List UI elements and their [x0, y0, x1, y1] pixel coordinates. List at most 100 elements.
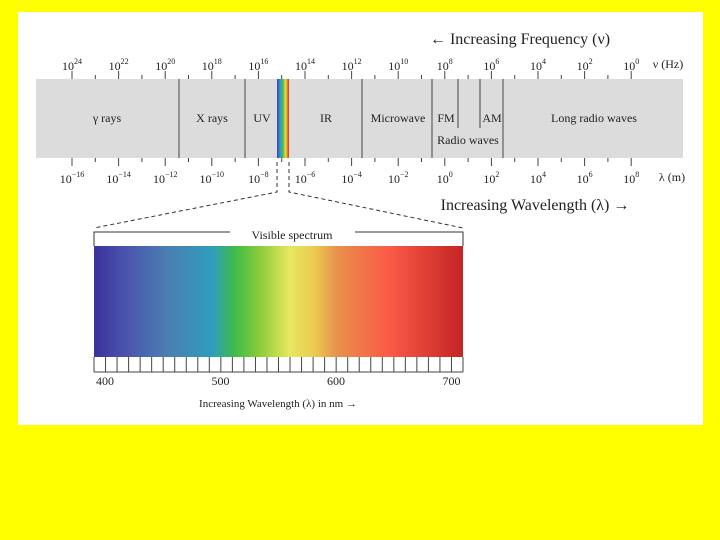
zoom-lines: [93, 162, 464, 229]
band-label: Radio waves: [437, 133, 499, 147]
band-label: X rays: [196, 111, 228, 125]
visible-title: Visible spectrum: [252, 228, 334, 242]
spectrum-band: [36, 79, 683, 158]
tick-base: 10: [437, 172, 449, 186]
tick-exponent: −6: [307, 170, 316, 179]
tick-label: 1016: [248, 57, 268, 73]
frequency-unit: ν (Hz): [653, 57, 683, 71]
tick-label: 106: [577, 170, 593, 186]
tick-exponent: 10: [400, 57, 408, 66]
tick-exponent: −4: [353, 170, 362, 179]
tick-label: 104: [530, 170, 546, 186]
tick-exponent: 0: [635, 57, 639, 66]
visible-spectrum: [94, 246, 463, 357]
tick-exponent: 8: [449, 57, 453, 66]
tick-label: 108: [437, 57, 453, 73]
tick-label: 100: [437, 170, 453, 186]
tick-label: 100: [623, 57, 639, 73]
tick-exponent: −16: [72, 170, 85, 179]
visible-slice: [277, 79, 289, 158]
tick-base: 10: [530, 59, 542, 73]
label-bg: [230, 228, 355, 244]
dividers: [178, 79, 504, 158]
wavelength-unit: λ (m): [659, 170, 685, 184]
tick-base: 10: [623, 59, 635, 73]
tick-label: 10−2: [388, 170, 409, 186]
tick-base: 10: [341, 172, 353, 186]
tick-label: 1022: [109, 57, 129, 73]
tick-label: 102: [577, 57, 593, 73]
tick-base: 10: [437, 59, 449, 73]
tick-label: 108: [623, 170, 639, 186]
tick-base: 10: [109, 59, 121, 73]
tick-label: 1024: [62, 57, 82, 73]
tick-exponent: 12: [354, 57, 362, 66]
tick-base: 10: [483, 59, 495, 73]
tick-label: 1014: [295, 57, 315, 73]
tick-exponent: −8: [260, 170, 269, 179]
tick-label: 1020: [155, 57, 175, 73]
tick-base: 10: [388, 59, 400, 73]
panel: [18, 12, 703, 425]
tick-label: 106: [483, 57, 499, 73]
tick-exponent: 22: [121, 57, 129, 66]
tick-base: 10: [155, 59, 167, 73]
tick-base: 10: [577, 172, 589, 186]
tick-exponent: 6: [589, 170, 593, 179]
tick-label: 10−14: [106, 170, 131, 186]
nm-tick-label: 700: [443, 374, 461, 388]
tick-label: 104: [530, 57, 546, 73]
tick-exponent: 2: [495, 170, 499, 179]
tick-exponent: 4: [542, 57, 546, 66]
tick-exponent: −12: [165, 170, 178, 179]
tick-base: 10: [483, 172, 495, 186]
tick-exponent: 0: [449, 170, 453, 179]
tick-label: 1018: [202, 57, 222, 73]
tick-label: 10−12: [153, 170, 178, 186]
tick-exponent: 18: [214, 57, 222, 66]
tick-base: 10: [153, 172, 165, 186]
tick-exponent: 8: [635, 170, 639, 179]
band-label: FM: [437, 111, 455, 125]
band-label: Microwave: [371, 111, 426, 125]
nm-tick-label: 400: [96, 374, 114, 388]
nm-tick-label: 500: [212, 374, 230, 388]
band-label: γ rays: [92, 111, 122, 125]
visible-axis-title: Increasing Wavelength (λ) in nm →: [199, 398, 357, 410]
tick-exponent: 20: [167, 57, 175, 66]
tick-base: 10: [530, 172, 542, 186]
band-label: Long radio waves: [551, 111, 637, 125]
tick-label: 10−10: [200, 170, 225, 186]
tick-exponent: 14: [307, 57, 315, 66]
tick-exponent: 4: [542, 170, 546, 179]
tick-base: 10: [106, 172, 118, 186]
wavelength-title: Increasing Wavelength (λ) →: [441, 197, 630, 214]
tick-base: 10: [62, 59, 74, 73]
tick-base: 10: [342, 59, 354, 73]
tick-base: 10: [577, 59, 589, 73]
tick-base: 10: [200, 172, 212, 186]
band-label: UV: [253, 111, 271, 125]
tick-exponent: 16: [260, 57, 268, 66]
tick-label: 10−4: [341, 170, 362, 186]
tick-label: 1010: [388, 57, 408, 73]
tick-label: 102: [483, 170, 499, 186]
tick-base: 10: [60, 172, 72, 186]
tick-label: 10−16: [60, 170, 85, 186]
tick-exponent: −14: [118, 170, 131, 179]
tick-base: 10: [202, 59, 214, 73]
tick-base: 10: [295, 172, 307, 186]
tick-label: 10−6: [295, 170, 316, 186]
tick-exponent: −10: [212, 170, 225, 179]
tick-base: 10: [623, 172, 635, 186]
tick-exponent: −2: [400, 170, 409, 179]
tick-exponent: 24: [74, 57, 82, 66]
nm-tick-label: 600: [327, 374, 345, 388]
tick-base: 10: [248, 59, 260, 73]
tick-label: 10−8: [248, 170, 269, 186]
tick-base: 10: [248, 172, 260, 186]
frequency-title: ← Increasing Frequency (ν): [430, 31, 610, 48]
band-label: AM: [482, 111, 502, 125]
band-label: IR: [320, 111, 332, 125]
